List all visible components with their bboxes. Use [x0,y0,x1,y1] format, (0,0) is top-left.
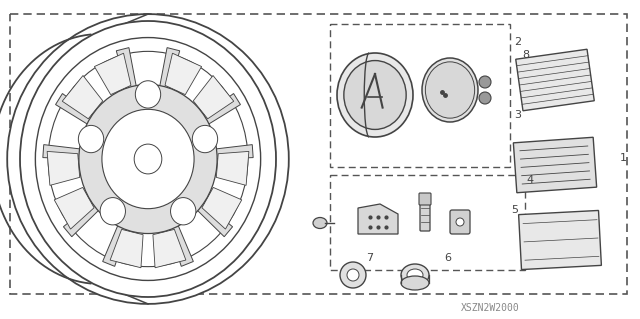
Text: 8: 8 [522,50,529,60]
Polygon shape [43,145,102,160]
Ellipse shape [102,109,194,209]
Circle shape [479,76,491,88]
Ellipse shape [192,125,218,153]
Polygon shape [62,76,103,119]
Polygon shape [185,93,241,136]
Circle shape [479,92,491,104]
Ellipse shape [401,264,429,286]
FancyBboxPatch shape [516,49,595,111]
Polygon shape [47,152,80,185]
FancyBboxPatch shape [518,211,602,270]
Text: 4: 4 [527,175,534,185]
FancyBboxPatch shape [420,201,430,231]
Ellipse shape [134,144,162,174]
Text: 1: 1 [620,153,627,163]
Circle shape [340,262,366,288]
Ellipse shape [7,14,289,304]
Ellipse shape [313,218,327,228]
Ellipse shape [78,125,104,153]
Polygon shape [165,53,202,95]
Ellipse shape [35,38,260,280]
Polygon shape [358,204,398,234]
Polygon shape [95,53,131,95]
Ellipse shape [100,197,125,225]
Polygon shape [102,204,134,266]
Circle shape [347,269,359,281]
Polygon shape [193,76,234,119]
Ellipse shape [170,197,196,225]
Ellipse shape [344,61,406,130]
Ellipse shape [426,62,475,118]
Polygon shape [110,229,143,268]
Ellipse shape [337,53,413,137]
Circle shape [456,218,464,226]
Ellipse shape [48,51,248,267]
Polygon shape [116,48,141,112]
FancyBboxPatch shape [419,193,431,205]
Text: 5: 5 [511,205,518,215]
FancyBboxPatch shape [513,137,596,193]
Text: 2: 2 [515,37,522,47]
Text: 6: 6 [445,253,451,263]
Polygon shape [153,229,186,268]
Text: XSZN2W2000: XSZN2W2000 [461,303,520,313]
Text: 3: 3 [515,110,522,120]
Bar [330,175,525,270]
Polygon shape [202,188,242,229]
Polygon shape [180,188,232,237]
Ellipse shape [422,58,478,122]
Polygon shape [194,145,253,160]
Polygon shape [63,188,115,237]
Polygon shape [54,188,94,229]
Ellipse shape [407,269,423,281]
Ellipse shape [20,21,276,297]
Polygon shape [216,152,249,185]
Bar [330,24,510,167]
Bar [10,14,627,294]
Polygon shape [156,48,180,112]
Text: 7: 7 [367,253,374,263]
FancyBboxPatch shape [450,210,470,234]
Polygon shape [56,93,111,136]
Ellipse shape [135,81,161,108]
Ellipse shape [401,276,429,290]
Ellipse shape [79,85,217,234]
Polygon shape [161,204,193,266]
